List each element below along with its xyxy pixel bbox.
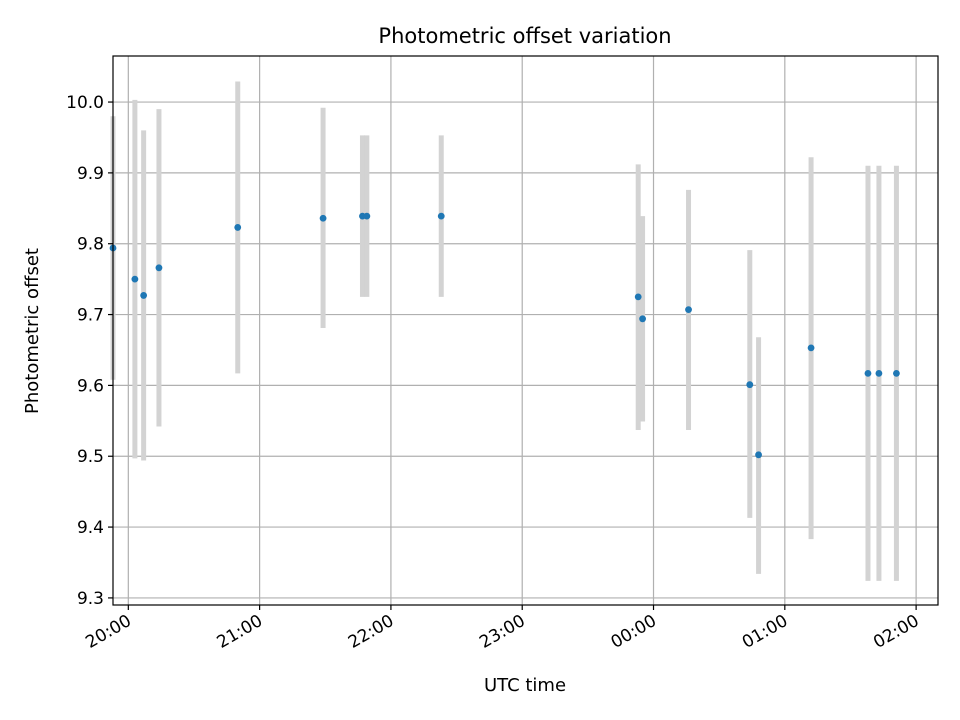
plot-area	[109, 56, 938, 605]
data-point	[864, 369, 872, 377]
y-axis-label: Photometric offset	[22, 248, 43, 414]
data-point	[234, 224, 242, 231]
x-axis-label: UTC time	[484, 675, 566, 696]
data-point	[363, 212, 371, 220]
data-point	[437, 212, 445, 220]
y-tick-label: 9.8	[77, 235, 104, 255]
y-tick-label: 9.6	[77, 376, 104, 396]
data-point	[155, 264, 163, 272]
grid-lines	[113, 56, 938, 605]
data-point	[807, 344, 815, 352]
y-axis: 9.3 9.4 9.5 9.6 9.7 9.8 9.9 10.0	[66, 93, 113, 609]
data-points	[109, 212, 900, 459]
data-point	[140, 292, 148, 299]
data-point	[319, 214, 327, 222]
plot-frame	[112, 55, 939, 606]
y-tick-label: 9.4	[77, 518, 104, 538]
data-point	[746, 381, 754, 389]
data-point	[685, 306, 692, 314]
y-tick-label: 9.3	[77, 589, 104, 609]
data-point	[634, 293, 642, 301]
y-tick-label: 9.7	[77, 306, 104, 326]
chart-title: Photometric offset variation	[378, 24, 671, 48]
y-tick-label: 9.5	[77, 447, 104, 467]
data-point	[131, 275, 139, 283]
y-tick-label: 9.9	[77, 164, 104, 184]
data-point	[893, 369, 900, 377]
y-tick-label: 10.0	[66, 93, 104, 113]
data-point	[639, 315, 646, 323]
data-point	[755, 451, 762, 459]
data-point	[875, 369, 883, 377]
